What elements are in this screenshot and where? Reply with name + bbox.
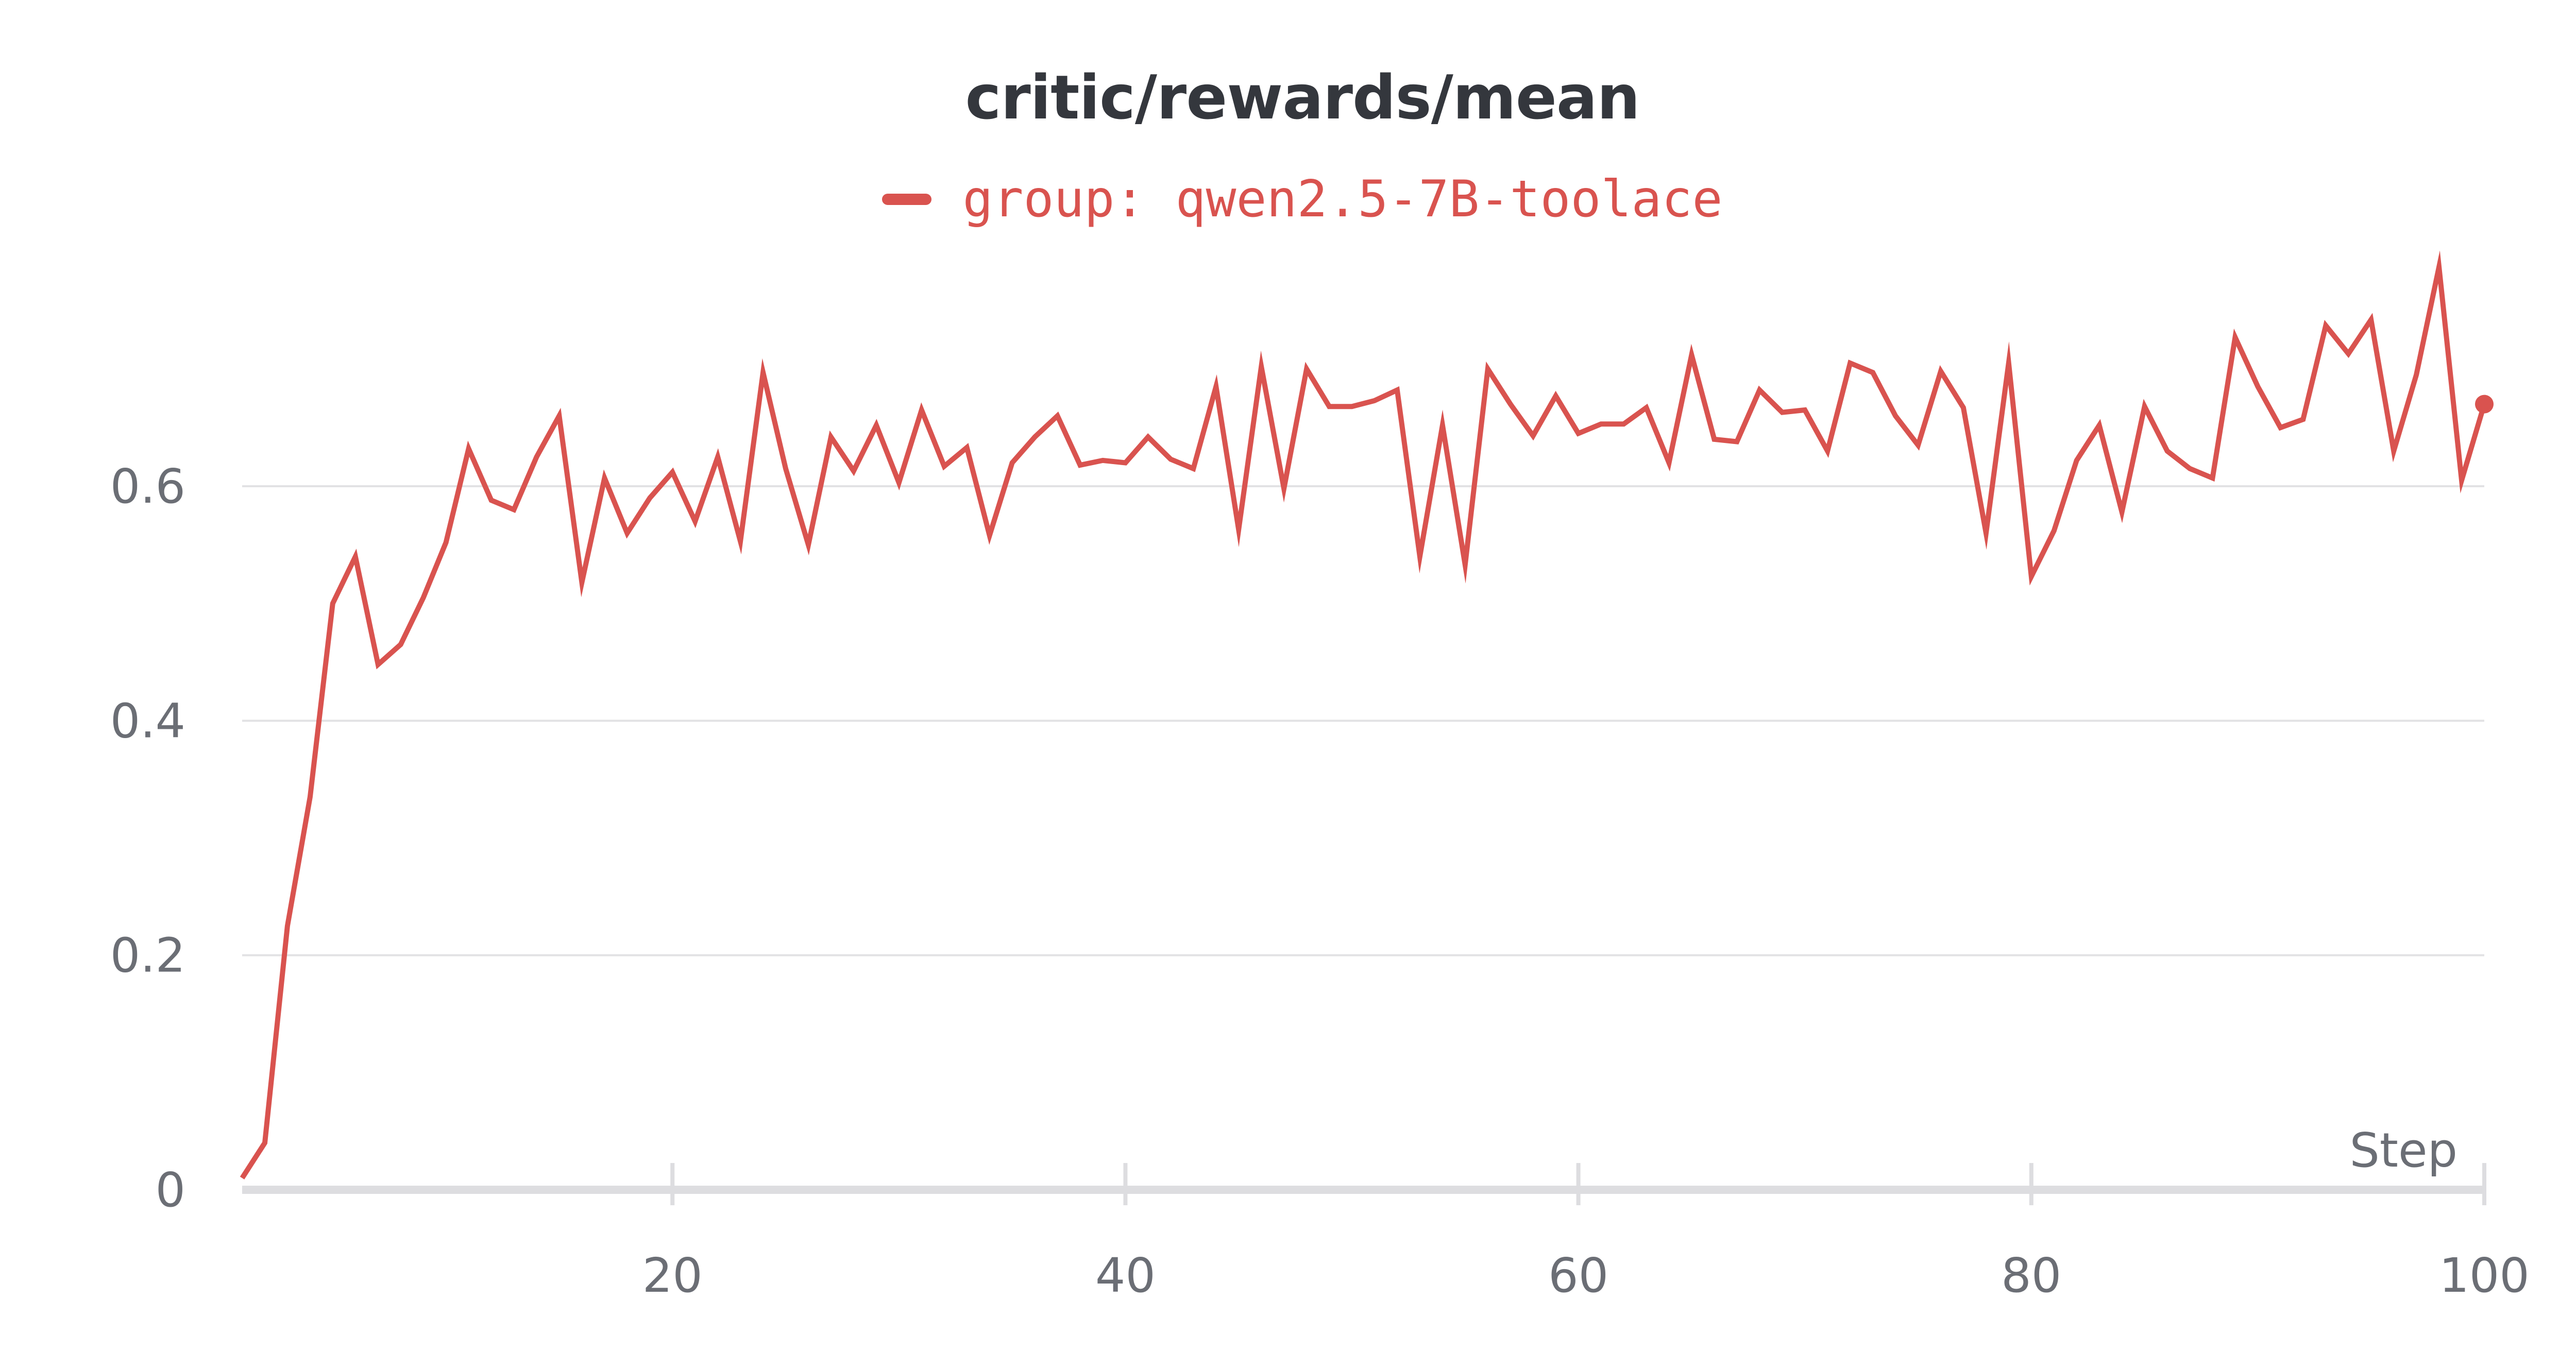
x-tick-label: 40 [1095, 1248, 1156, 1303]
x-tick-label: 20 [642, 1248, 703, 1303]
y-tick-label: 0 [155, 1162, 185, 1218]
legend-label: group: qwen2.5-7B-toolace [962, 170, 1723, 229]
x-tick-label: 80 [2001, 1248, 2061, 1303]
y-tick-label: 0.6 [110, 459, 185, 514]
x-axis-label: Step [2350, 1123, 2458, 1178]
legend[interactable]: group: qwen2.5-7B-toolace [0, 170, 2576, 229]
chart-title: critic/rewards/mean [965, 62, 1640, 133]
y-tick-label: 0.4 [110, 693, 185, 748]
x-tick-label: 60 [1548, 1248, 1608, 1303]
legend-swatch [882, 194, 932, 205]
series-line [240, 250, 2487, 1179]
x-tick-label: 100 [2439, 1248, 2530, 1303]
series-end-marker [2475, 395, 2494, 414]
y-tick-label: 0.2 [110, 928, 185, 983]
